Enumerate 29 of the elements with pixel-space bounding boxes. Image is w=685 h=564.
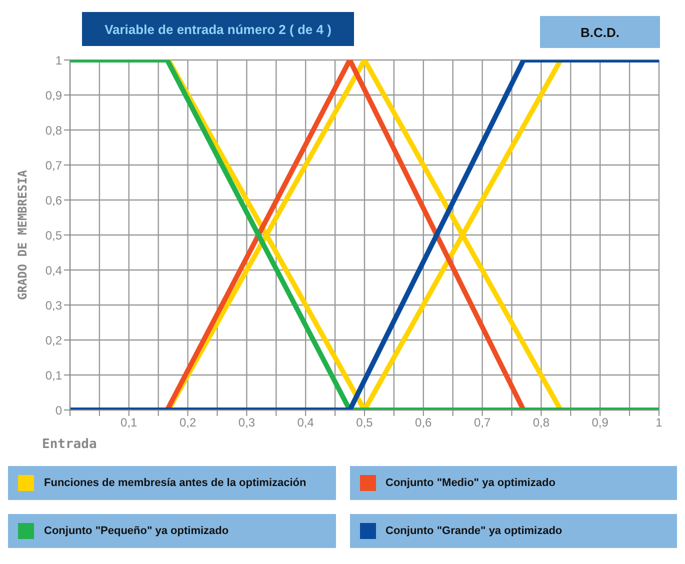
- y-tick-label: 0,4: [45, 263, 62, 278]
- x-tick-label: 0,4: [297, 416, 314, 430]
- chart-title: Variable de entrada número 2 ( de 4 ): [82, 12, 354, 46]
- x-tick-label: 0,9: [592, 416, 609, 430]
- x-tick-label: 0,5: [356, 416, 374, 430]
- legend-label: Funciones de membresía antes de la optimización: [44, 477, 306, 489]
- x-tick-label: 0,3: [238, 416, 256, 430]
- x-tick-label: 0,1: [120, 416, 138, 430]
- y-tick-label: 0,1: [45, 368, 62, 382]
- y-tick-label: 0,8: [45, 123, 62, 138]
- x-tick-label: 0,7: [474, 416, 491, 430]
- y-axis-title: GRADO DE MEMBRESIA: [15, 169, 30, 300]
- x-tick-label: 0,8: [532, 416, 550, 430]
- y-tick-label: 0,9: [45, 88, 62, 102]
- legend-label: Conjunto "Grande" ya optimizado: [386, 525, 562, 537]
- y-tick-label: 0: [55, 403, 62, 418]
- x-tick-label: 1: [656, 416, 663, 430]
- legend-label: Conjunto "Medio" ya optimizado: [386, 477, 556, 489]
- x-tick-label: 0,6: [415, 416, 432, 430]
- legend-label: Conjunto "Pequeño" ya optimizado: [44, 525, 229, 537]
- y-tick-label: 0,5: [45, 228, 62, 242]
- y-tick-label: 0,6: [45, 193, 62, 208]
- x-tick-label: 0,2: [179, 416, 196, 430]
- y-tick-label: 0,3: [45, 298, 62, 312]
- y-tick-label: 0,7: [45, 158, 62, 172]
- y-tick-label: 0,2: [45, 333, 62, 348]
- y-tick-label: 1: [55, 53, 62, 68]
- text: B.C.D.: [540, 16, 660, 48]
- x-axis-title: Entrada: [42, 437, 97, 452]
